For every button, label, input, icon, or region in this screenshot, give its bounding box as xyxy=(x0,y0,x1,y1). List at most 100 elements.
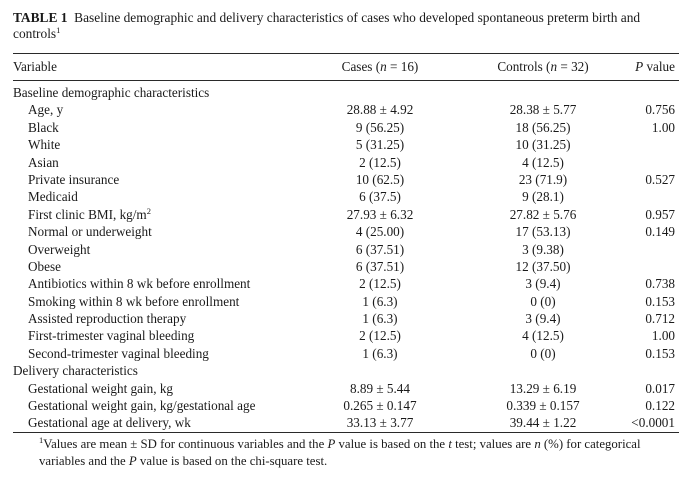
section-row-delivery: Delivery characteristics xyxy=(13,362,679,379)
table-row: Normal or underweight 4 (25.00) 17 (53.13)… xyxy=(13,223,679,240)
footnote-marker: 1 xyxy=(39,435,44,445)
table-row: Gestational weight gain, kg/gestational … xyxy=(13,397,679,414)
controls-cell: 10 (31.25) xyxy=(515,137,571,153)
variable-cell: First clinic BMI, kg/m2 xyxy=(28,205,151,222)
cases-cell: 1 (6.3) xyxy=(362,311,398,327)
variable-cell: Gestational weight gain, kg/gestational … xyxy=(28,398,256,414)
cases-cell: 1 (6.3) xyxy=(362,293,398,309)
table-caption: TABLE 1 Baseline demographic and deliver… xyxy=(13,10,679,42)
p-value-cell: 0.017 xyxy=(645,380,675,396)
table-row: Gestational weight gain, kg 8.89 ± 5.44 13… xyxy=(13,380,679,397)
variable-cell: Medicaid xyxy=(28,189,78,205)
cases-cell: 6 (37.5) xyxy=(359,189,401,205)
table-row: Private insurance 10 (62.5) 23 (71.9) 0.527 xyxy=(13,171,679,188)
header-controls: Controls (n = 32) xyxy=(497,59,589,74)
table-row: Smoking within 8 wk before enrollment 1 (… xyxy=(13,293,679,310)
p-value-cell: <0.0001 xyxy=(631,415,675,431)
controls-cell: 23 (71.9) xyxy=(518,171,568,187)
table-row: First clinic BMI, kg/m2 27.93 ± 6.32 27.82… xyxy=(13,206,679,223)
controls-cell: 0 (0) xyxy=(530,293,556,309)
top-rule xyxy=(13,53,679,54)
controls-cell: 3 (9.38) xyxy=(522,241,564,257)
controls-cell: 39.44 ± 1.22 xyxy=(509,415,577,431)
table-row: Age, y 28.88 ± 4.92 28.38 ± 5.77 0.756 xyxy=(13,101,679,118)
table-row: White 5 (31.25) 10 (31.25) xyxy=(13,136,679,153)
cases-cell: 28.88 ± 4.92 xyxy=(346,102,414,118)
variable-cell: White xyxy=(28,137,61,153)
variable-cell: Overweight xyxy=(28,241,91,257)
p-value-cell: 0.756 xyxy=(645,102,675,118)
cases-cell: 1 (6.3) xyxy=(362,345,398,361)
table-row: Antibiotics within 8 wk before enrollmen… xyxy=(13,275,679,292)
controls-cell: 3 (9.4) xyxy=(525,311,561,327)
footnote: 1Values are mean ± SD for continuous var… xyxy=(39,435,641,468)
variable-cell: Gestational age at delivery, wk xyxy=(28,415,191,431)
cases-cell: 6 (37.51) xyxy=(355,241,405,257)
cases-cell: 2 (12.5) xyxy=(359,328,401,344)
table-row: Asian 2 (12.5) 4 (12.5) xyxy=(13,154,679,171)
variable-cell: Smoking within 8 wk before enrollment xyxy=(28,293,240,309)
controls-cell: 0.339 ± 0.157 xyxy=(506,398,580,414)
section-title: Baseline demographic characteristics xyxy=(13,85,210,100)
variable-cell: First-trimester vaginal bleeding xyxy=(28,328,195,344)
table-row: Medicaid 6 (37.5) 9 (28.1) xyxy=(13,188,679,205)
p-value-cell: 0.149 xyxy=(645,224,675,240)
header-rule xyxy=(13,80,679,81)
controls-cell: 17 (53.13) xyxy=(515,224,571,240)
controls-cell: 13.29 ± 6.19 xyxy=(509,380,577,396)
p-value-cell: 1.00 xyxy=(651,119,675,135)
variable-superscript: 2 xyxy=(146,205,151,216)
variable-cell: Normal or underweight xyxy=(28,224,152,240)
bottom-rule xyxy=(13,432,679,433)
variable-cell: Second-trimester vaginal bleeding xyxy=(28,345,209,361)
table-row: Gestational age at delivery, wk 33.13 ± 3… xyxy=(13,414,679,431)
p-value-cell: 0.957 xyxy=(645,206,675,222)
section-row-baseline: Baseline demographic characteristics xyxy=(13,84,679,101)
data-table: Baseline demographic characteristics Age… xyxy=(13,84,679,432)
variable-cell: Obese xyxy=(28,258,61,274)
cases-cell: 6 (37.51) xyxy=(355,258,405,274)
table-header: Variable Cases (n = 16) Controls (n = 32… xyxy=(13,58,679,76)
cases-cell: 5 (31.25) xyxy=(355,137,405,153)
variable-cell: Age, y xyxy=(28,102,64,118)
controls-cell: 0 (0) xyxy=(530,345,556,361)
table-row: Assisted reproduction therapy 1 (6.3) 3 (9… xyxy=(13,310,679,327)
controls-cell: 9 (28.1) xyxy=(522,189,564,205)
p-value-cell: 0.712 xyxy=(645,311,675,327)
header-p-value: P value xyxy=(635,59,675,74)
section-title: Delivery characteristics xyxy=(13,363,138,379)
p-value-cell: 0.122 xyxy=(645,398,675,414)
header-variable: Variable xyxy=(13,59,57,74)
variable-cell: Assisted reproduction therapy xyxy=(28,311,187,327)
table-row: Black 9 (56.25) 18 (56.25) 1.00 xyxy=(13,119,679,136)
controls-cell: 28.38 ± 5.77 xyxy=(509,102,577,118)
p-value-cell: 0.153 xyxy=(645,345,675,361)
p-value-cell: 1.00 xyxy=(651,328,675,344)
variable-cell: Asian xyxy=(28,154,59,170)
header-cases: Cases (n = 16) xyxy=(341,59,419,74)
caption-text: Baseline demographic and delivery charac… xyxy=(13,10,641,41)
variable-cell: Gestational weight gain, kg xyxy=(28,380,174,396)
p-value-cell: 0.738 xyxy=(645,276,675,292)
controls-cell: 18 (56.25) xyxy=(515,119,571,135)
table-row: Obese 6 (37.51) 12 (37.50) xyxy=(13,258,679,275)
cases-cell: 2 (12.5) xyxy=(359,154,401,170)
p-value-cell: 0.153 xyxy=(645,293,675,309)
controls-cell: 4 (12.5) xyxy=(522,328,564,344)
cases-cell: 27.93 ± 6.32 xyxy=(346,206,414,222)
variable-cell: Antibiotics within 8 wk before enrollmen… xyxy=(28,276,251,292)
controls-cell: 4 (12.5) xyxy=(522,154,564,170)
cases-cell: 8.89 ± 5.44 xyxy=(350,380,410,396)
cases-cell: 0.265 ± 0.147 xyxy=(343,398,417,414)
variable-cell: Private insurance xyxy=(28,171,120,187)
cases-cell: 4 (25.00) xyxy=(355,224,405,240)
table-row: Second-trimester vaginal bleeding 1 (6.3)… xyxy=(13,345,679,362)
controls-cell: 12 (37.50) xyxy=(515,258,571,274)
cases-cell: 9 (56.25) xyxy=(355,119,405,135)
controls-cell: 27.82 ± 5.76 xyxy=(509,206,577,222)
controls-cell: 3 (9.4) xyxy=(525,276,561,292)
table-row: Overweight 6 (37.51) 3 (9.38) xyxy=(13,241,679,258)
variable-cell: Black xyxy=(28,119,59,135)
table-label: TABLE 1 xyxy=(13,10,68,25)
cases-cell: 33.13 ± 3.77 xyxy=(346,415,414,431)
